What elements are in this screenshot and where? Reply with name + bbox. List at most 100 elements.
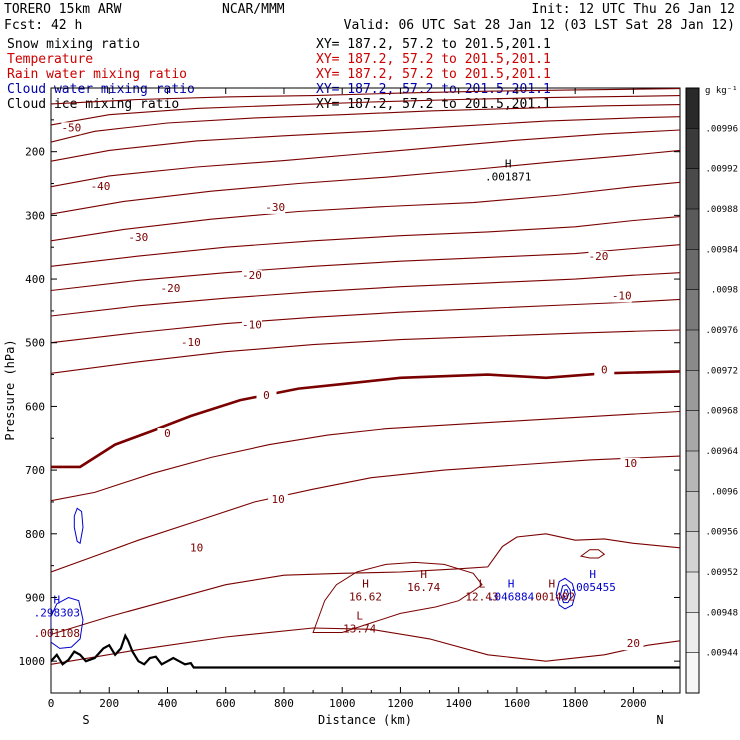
contour-label-bg [256,389,277,402]
cloud-water-contour-3 [560,584,572,604]
temperature-contour-12 [51,370,680,469]
temperature-contour-16 [51,627,680,665]
contour-label-bg [265,201,286,214]
contour-label: -20 [160,282,180,295]
field-xy-1: XY= 187.2, 57.2 to 201.5,201.1 [316,52,551,67]
extremum-kind: H [54,594,61,607]
extremum-kind: H [362,578,369,591]
y-tick-label: 1000 [19,655,46,668]
rain-water-contour-0 [312,561,483,633]
colorbar-label: .00988 [705,205,738,215]
contour-label-bg [241,319,262,332]
forecast-hour: Fcst: 42 h [4,18,82,33]
colorbar-label: .00952 [705,568,738,578]
field-name-0: Snow mixing ratio [7,37,140,52]
x-tick-label: 1400 [445,697,472,710]
field-xy-0: XY= 187.2, 57.2 to 201.5,201.1 [316,37,551,52]
colorbar-label: .00948 [705,608,738,618]
temperature-contour-8 [51,244,680,292]
field-xy-3: XY= 187.2, 57.2 to 201.5,201.1 [316,82,551,97]
colorbar-swatch [686,491,699,533]
y-tick-label: 400 [25,273,45,286]
colorbar-swatch [686,209,699,250]
colorbar-label: .00956 [705,528,738,538]
north-marker: N [656,713,663,727]
extremum-value: .001871 [485,170,531,183]
extremum-value: .001402 [529,591,575,604]
field-xy-4: XY= 187.2, 57.2 to 201.5,201.1 [316,97,551,112]
contour-label: -30 [265,201,285,214]
colorbar-swatch [686,330,699,371]
contour-label: 0 [263,389,270,402]
colorbar-swatch [686,168,699,210]
colorbar-label: .00968 [705,407,738,417]
colorbar-label: .00964 [705,447,738,457]
extremum-kind: H [549,578,556,591]
temperature-contour-15 [51,533,680,635]
contour-label-bg [594,364,615,377]
colorbar-swatch [686,652,699,694]
colorbar-swatch [686,128,699,170]
colorbar-label: .00944 [705,649,738,659]
contour-label-bg [623,638,644,651]
colorbar: .00996 .00992 .00988 .00984 .0098 .00976 .0097… [685,87,738,694]
y-tick-label: 700 [25,464,45,477]
extremum-value: 16.74 [407,581,440,594]
x-tick-label: 800 [274,697,294,710]
colorbar-label: .00972 [705,366,738,376]
x-tick-label: 1600 [504,697,531,710]
extremum-value: 16.62 [349,591,382,604]
field-xy-2: XY= 187.2, 57.2 to 201.5,201.1 [316,67,551,82]
y-tick-label: 300 [25,209,45,222]
extremum-value: .001108 [34,627,80,640]
colorbar-swatch [686,572,699,613]
extremum-kind: H [508,578,515,591]
x-tick-label: 600 [216,697,236,710]
contour-label-bg [61,122,82,135]
contour-label: 20 [627,637,640,650]
colorbar-label: .00992 [705,165,738,175]
x-tick-label: 1000 [329,697,356,710]
colorbar-swatch [686,531,699,573]
extremum-value: .298303 [34,607,80,620]
contour-label: -10 [612,289,632,302]
extremum-kind: H [420,568,427,581]
contour-label: 10 [272,493,285,506]
x-tick-label: 1200 [387,697,414,710]
valid-time: Valid: 06 UTC Sat 28 Jan 12 (03 LST Sat … [344,18,735,33]
contour-label-bg [620,457,641,470]
temperature-contour-14 [51,455,680,573]
x-tick-label: 200 [99,697,119,710]
colorbar-swatch [686,410,699,452]
y-tick-label: 900 [25,591,45,604]
contour-label-bg [90,180,111,193]
contour-label: -40 [91,180,111,193]
colorbar-swatch [686,88,699,129]
plot-frame [50,87,681,694]
temperature-contour-2 [51,104,680,143]
contour-label: -30 [128,231,148,244]
temperature-contour-7 [51,216,680,267]
contour-label: 0 [601,363,608,376]
contour-label-bg [128,231,149,244]
axis-ticks: 0 200 400 600 800 1000 1200 1400 1600 1800 2000200… [19,88,680,710]
field-name-1: Temperature [7,52,93,67]
temperature-contour-6 [51,181,680,242]
cloud-water-contour-4 [562,589,570,600]
colorbar-label: .0098 [711,286,738,296]
x-tick-label: 2000 [620,697,647,710]
colorbar-frame [685,87,700,694]
extremum-value: 12.43 [465,591,498,604]
y-axis-label: Pressure (hPa) [3,339,17,440]
extremum-kind: H [589,568,596,581]
x-axis-label: Distance (km) [318,713,412,727]
temperature-contour-10 [51,298,680,344]
field-name-2: Rain water mixing ratio [7,67,187,82]
contour-layer [51,88,680,669]
label-layer: -50 -40 -30 -30 -20 -20 -20 -10 -10 -10 0 0 0 10 10 10 2… [34,121,644,651]
cloud-water-contour-0 [73,507,84,545]
y-tick-label: 200 [25,146,45,159]
terrain-line [51,633,680,669]
contour-label-bg [157,427,178,440]
temperature-contour-13 [51,410,680,502]
